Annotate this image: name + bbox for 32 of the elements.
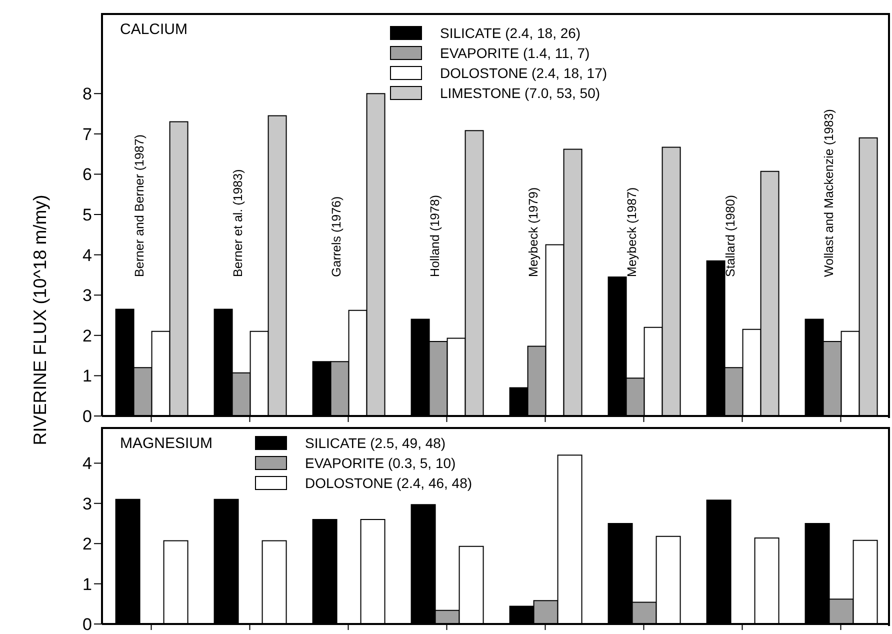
y-tick-label: 8	[82, 84, 92, 104]
y-tick-label: 3	[82, 494, 92, 514]
y-tick-label: 0	[82, 407, 92, 426]
x-tick-label: Holland (1978)	[428, 194, 442, 277]
y-axis-title: RIVERINE FLUX (10^18 m/my)	[29, 194, 51, 448]
y-tick-label: 5	[82, 206, 92, 225]
y-tick-label: 2	[82, 326, 92, 346]
legend-label: SILICATE (2.5, 49, 48)	[305, 435, 446, 451]
text: CALCIUM	[120, 21, 188, 38]
legend-label: SILICATE (2.4, 18, 26)	[440, 25, 581, 41]
y-tick-label: 2	[82, 534, 92, 554]
y-tick-label: 1	[82, 574, 92, 594]
x-tick-label: Berner et al. (1983)	[230, 169, 245, 277]
legend-label: DOLOSTONE (2.4, 18, 17)	[440, 65, 608, 81]
x-tick-label: Stallard (1980)	[723, 194, 738, 277]
legend-label: DOLOSTONE (2.4, 46, 48)	[305, 475, 472, 491]
y-tick-label: 6	[82, 165, 92, 184]
y-tick-label: 1	[82, 366, 92, 386]
x-tick-label: Meybeck (1987)	[624, 187, 639, 277]
y-tick-label: 3	[82, 286, 92, 306]
x-tick-label: Berner and Berner (1987)	[132, 134, 146, 277]
text: MAGNESIUM	[120, 435, 213, 452]
x-tick-label: Wollast and Mackenzie (1983)	[822, 109, 836, 277]
legend-label: EVAPORITE (1.4, 11, 7)	[440, 45, 590, 61]
x-tick-label: Meybeck (1979)	[526, 187, 540, 277]
y-tick-label: 0	[82, 615, 92, 634]
y-tick-label: 4	[82, 454, 92, 474]
x-tick-label: Garrels (1976)	[329, 196, 344, 277]
legend-label: EVAPORITE (0.3, 5, 10)	[305, 455, 456, 471]
y-tick-label: 4	[82, 246, 92, 265]
y-tick-label: 7	[82, 124, 92, 144]
legend-label: LIMESTONE (7.0, 53, 50)	[440, 85, 600, 101]
